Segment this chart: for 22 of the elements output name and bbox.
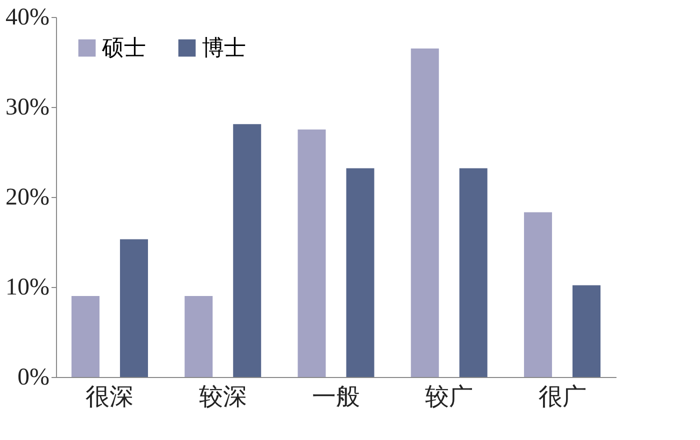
legend-label: 博士 [202, 36, 246, 61]
bar [346, 168, 374, 377]
x-tick-label: 较深 [198, 382, 247, 410]
bar [184, 296, 213, 377]
legend-label: 硕士 [101, 36, 146, 61]
y-tick-label: 10% [6, 274, 50, 300]
y-tick-label: 40% [6, 4, 50, 30]
x-tick-label: 很广 [538, 382, 586, 410]
y-tick-label: 0% [18, 364, 50, 390]
bar [233, 124, 262, 377]
bar [572, 285, 601, 377]
bar [120, 239, 148, 377]
bar [410, 48, 439, 377]
bar [71, 296, 100, 377]
bar [524, 212, 552, 377]
x-tick-label: 较广 [425, 382, 474, 410]
y-tick-label: 30% [6, 94, 50, 120]
x-tick-label: 很深 [86, 382, 134, 410]
x-tick-label: 一般 [312, 382, 360, 410]
bar [459, 168, 488, 377]
y-tick-label: 20% [6, 184, 50, 210]
bar [298, 130, 326, 377]
